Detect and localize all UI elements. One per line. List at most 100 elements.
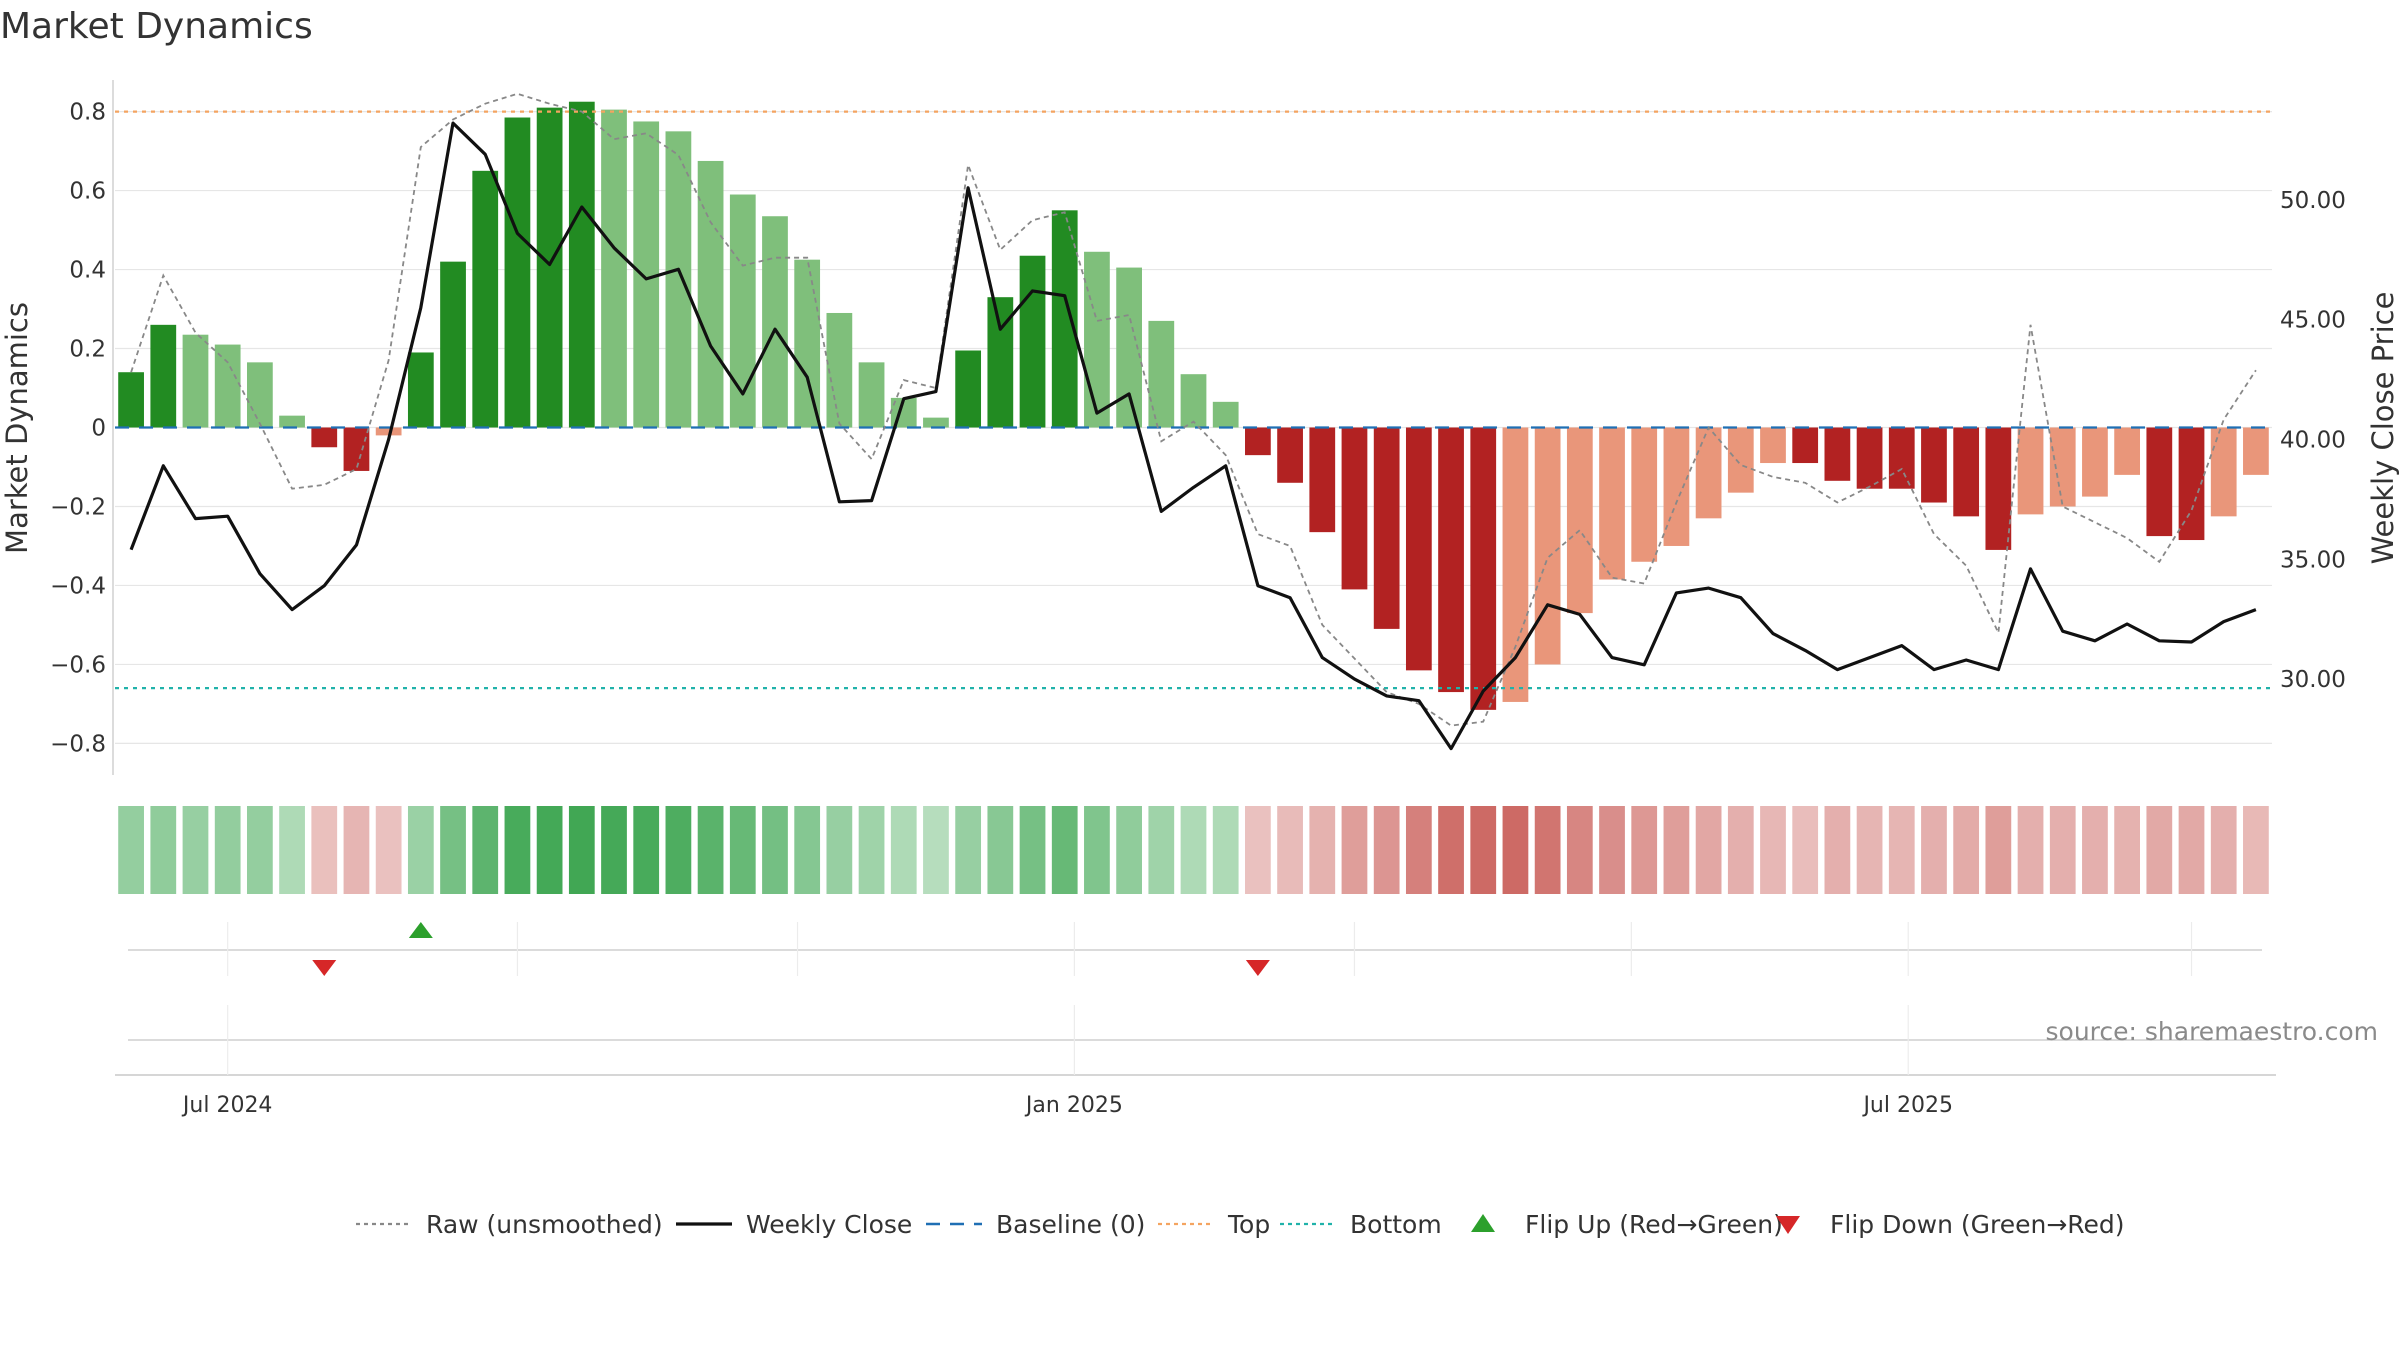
strength-cell	[1985, 806, 2012, 894]
momentum-bar	[1888, 427, 1915, 489]
y-tick-label: 0.4	[69, 258, 106, 284]
momentum-bar	[1534, 427, 1561, 665]
momentum-bar	[729, 194, 756, 428]
strength-cell	[1277, 806, 1303, 894]
strength-cell	[601, 806, 627, 894]
y2-tick-label: 40.00	[2280, 427, 2346, 453]
y2-axis-label: Weekly Close Price	[2366, 292, 2400, 565]
legend-label-close: Weekly Close	[746, 1210, 912, 1239]
momentum-bar	[2146, 427, 2173, 537]
strength-cell	[1534, 806, 1561, 894]
momentum-bar	[279, 415, 305, 428]
strength-cell	[2082, 806, 2108, 894]
strength-cell	[762, 806, 788, 894]
momentum-bar	[1405, 427, 1432, 671]
legend-label-bottom: Bottom	[1350, 1210, 1442, 1239]
strength-cell	[826, 806, 853, 894]
momentum-bar	[311, 427, 338, 448]
flip-up-marker	[408, 922, 433, 938]
strength-cell	[697, 806, 724, 894]
momentum-bar	[150, 324, 177, 428]
momentum-bar	[923, 417, 949, 428]
momentum-bar	[1051, 210, 1078, 428]
y-tick-label: −0.4	[50, 573, 106, 599]
strength-cell	[2210, 806, 2237, 894]
strength-cell	[568, 806, 595, 894]
momentum-bar	[1502, 427, 1529, 702]
y-tick-label: −0.2	[50, 494, 106, 520]
strength-cell	[794, 806, 821, 894]
strength-cell	[1438, 806, 1464, 894]
strength-cell	[1148, 806, 1175, 894]
momentum-bar	[1438, 427, 1464, 693]
strength-cell	[1212, 806, 1239, 894]
momentum-bar	[2049, 427, 2076, 507]
strength-cell	[150, 806, 177, 894]
strength-cell	[1566, 806, 1593, 894]
momentum-bar	[1824, 427, 1851, 481]
strength-cell	[1245, 806, 1271, 894]
momentum-bar	[2082, 427, 2108, 497]
strength-cell	[858, 806, 885, 894]
strength-cell	[1824, 806, 1851, 894]
strength-cell	[1019, 806, 1046, 894]
momentum-bar	[1760, 427, 1786, 464]
legend-label-baseline: Baseline (0)	[996, 1210, 1145, 1239]
momentum-bar	[1309, 427, 1336, 533]
momentum-bar	[1985, 427, 2012, 550]
momentum-bar	[1792, 427, 1819, 464]
strength-cell	[1051, 806, 1078, 894]
momentum-bar	[182, 334, 209, 428]
strength-cell	[2114, 806, 2141, 894]
y-tick-label: −0.6	[50, 652, 106, 678]
momentum-bar	[633, 121, 660, 428]
momentum-bar	[1277, 427, 1303, 483]
x-tick-label: Jan 2025	[1024, 1093, 1123, 1118]
strength-cell	[1760, 806, 1786, 894]
y2-tick-label: 50.00	[2280, 188, 2346, 214]
legend-swatch-flip_down	[1776, 1216, 1800, 1234]
momentum-bar	[1599, 427, 1625, 580]
strength-cell	[2178, 806, 2205, 894]
momentum-bar	[214, 344, 241, 428]
momentum-bar	[665, 131, 692, 428]
strength-cell	[923, 806, 949, 894]
strength-cell	[665, 806, 692, 894]
momentum-bar	[1727, 427, 1754, 493]
strength-cell	[1470, 806, 1497, 894]
strength-cell	[1888, 806, 1915, 894]
strength-cell	[407, 806, 434, 894]
momentum-bar	[1180, 374, 1207, 428]
momentum-bar	[472, 170, 499, 428]
strength-cell	[343, 806, 370, 894]
momentum-bar	[762, 216, 788, 428]
momentum-bar	[794, 259, 821, 428]
momentum-bar	[440, 261, 466, 428]
strength-cell	[633, 806, 660, 894]
y-tick-label: 0.6	[69, 179, 106, 205]
momentum-bar	[1695, 427, 1722, 519]
momentum-bar	[697, 160, 724, 428]
momentum-bar	[1470, 427, 1497, 710]
strength-cell	[1309, 806, 1336, 894]
strength-cell	[1084, 806, 1110, 894]
strength-cell	[1921, 806, 1947, 894]
strength-cell	[472, 806, 499, 894]
strength-cell	[246, 806, 273, 894]
strength-cell	[1953, 806, 1980, 894]
strength-cell	[1373, 806, 1400, 894]
momentum-bar	[1245, 427, 1271, 456]
strength-cell	[2017, 806, 2044, 894]
tick-labels: 0.8 0.6 0.4 0.2 0 −0.2 −0.4 −0.6 −0.8 50.00 45.00 4…	[50, 100, 2346, 758]
strength-cell	[955, 806, 982, 894]
weekly-close-line	[129, 121, 2257, 751]
y2-tick-label: 35.00	[2280, 547, 2346, 573]
momentum-bar	[407, 352, 434, 428]
momentum-bar	[1566, 427, 1593, 614]
momentum-bar	[343, 427, 370, 471]
y-tick-label: 0.2	[69, 337, 106, 363]
strength-cell	[440, 806, 466, 894]
legend-label-flip_down: Flip Down (Green→Red)	[1830, 1210, 2125, 1239]
strength-cell	[1695, 806, 1722, 894]
